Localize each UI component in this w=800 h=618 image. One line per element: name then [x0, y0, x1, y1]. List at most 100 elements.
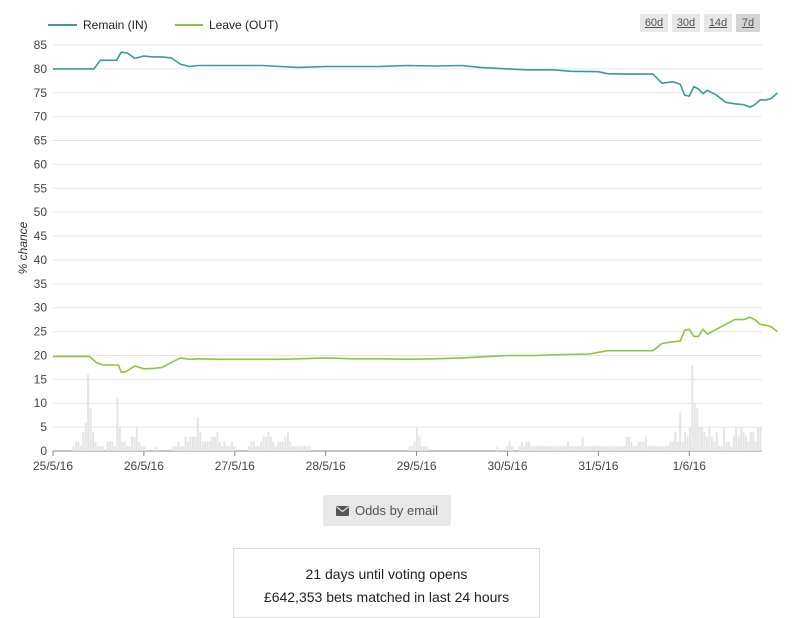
volume-bar	[593, 446, 596, 451]
volume-bar	[737, 436, 740, 451]
volume-bar	[413, 441, 416, 451]
volume-bar	[96, 446, 99, 451]
legend-label-leave: Leave (OUT)	[209, 18, 278, 32]
volume-bar	[291, 446, 294, 451]
volume-bar	[77, 441, 80, 451]
volume-bar	[547, 446, 550, 451]
volume-bar	[688, 427, 691, 451]
volume-bar	[257, 446, 260, 451]
volume-bar	[84, 422, 87, 451]
legend-label-remain: Remain (IN)	[83, 18, 148, 32]
volume-bar	[623, 446, 626, 451]
volume-bar	[294, 446, 297, 451]
volume-bar	[645, 436, 648, 451]
volume-bar	[679, 412, 682, 451]
volume-bar	[747, 441, 750, 451]
legend: Remain (IN) Leave (OUT)	[48, 18, 278, 32]
volume-bar	[223, 441, 226, 451]
volume-bar	[540, 446, 543, 451]
volume-bar	[272, 441, 275, 451]
legend-item-leave[interactable]: Leave (OUT)	[175, 18, 278, 32]
volume-bar	[299, 446, 302, 451]
y-tick-label-35: 35	[34, 277, 48, 291]
volume-bar	[126, 446, 129, 451]
volume-bar	[681, 441, 684, 451]
volume-bar	[143, 446, 146, 451]
grid-lines	[53, 44, 762, 452]
volume-bar	[742, 431, 745, 451]
volume-bar	[264, 436, 268, 451]
volume-bar	[189, 436, 192, 451]
x-tick-label-29/5/16: 29/5/16	[397, 459, 437, 473]
volume-bar	[260, 441, 263, 451]
range-button-14d[interactable]: 14d	[704, 14, 732, 32]
y-tick-label-85: 85	[34, 38, 48, 52]
volume-bar	[698, 427, 701, 451]
volume-bar	[506, 446, 509, 451]
x-tick-label-1/6/16: 1/6/16	[673, 459, 707, 473]
volume-bar	[89, 408, 92, 451]
volume-bar	[732, 436, 735, 451]
volume-bar	[610, 446, 613, 451]
volume-bar	[535, 446, 538, 451]
volume-bar	[542, 446, 545, 451]
y-tick-label-15: 15	[34, 372, 48, 386]
volume-bar	[155, 446, 158, 451]
volume-bar	[233, 446, 236, 451]
volume-bar	[213, 436, 216, 451]
volume-bar	[518, 446, 521, 451]
volume-bar	[598, 446, 601, 451]
range-button-30d[interactable]: 30d	[672, 14, 700, 32]
y-tick-label-70: 70	[34, 110, 48, 124]
volume-bar	[684, 431, 687, 451]
volume-bar	[172, 446, 175, 451]
volume-bar	[725, 441, 728, 451]
volume-bar	[252, 441, 255, 451]
volume-bar	[705, 436, 708, 451]
volume-bar	[627, 436, 631, 451]
envelope-icon	[335, 505, 349, 516]
volume-bar	[201, 441, 204, 451]
volume-bar	[640, 441, 643, 451]
volume-bar	[262, 436, 265, 451]
volume-bar	[140, 446, 143, 451]
volume-bar	[528, 441, 531, 451]
y-tick-label-50: 50	[34, 205, 48, 219]
volume-bar	[571, 446, 574, 451]
range-button-60d[interactable]: 60d	[640, 14, 668, 32]
volume-bar	[187, 441, 190, 451]
volume-bar	[196, 417, 199, 451]
y-axis: 0 5 10 15 20 25 30 35 40 45 50 55 60 65 70 75 80 85	[34, 38, 48, 458]
x-tick-label-25/5/16: 25/5/16	[33, 459, 73, 473]
volume-bar	[686, 436, 689, 451]
volume-bar	[277, 441, 280, 451]
odds-by-email-button[interactable]: Odds by email	[323, 495, 451, 526]
volume-bar	[221, 446, 224, 451]
volume-bar	[255, 446, 258, 451]
volume-bar	[416, 427, 419, 451]
volume-bar	[554, 446, 557, 451]
volume-bar	[511, 446, 514, 451]
volume-bar	[589, 446, 592, 451]
volume-bars	[72, 365, 762, 451]
volume-bar	[72, 446, 75, 451]
y-tick-label-45: 45	[34, 229, 48, 243]
volume-bar	[247, 446, 250, 451]
volume-bar	[523, 446, 526, 451]
volume-bar	[408, 446, 411, 451]
volume-bar	[749, 431, 752, 451]
volume-bar	[177, 441, 180, 451]
volume-bar	[109, 441, 112, 451]
volume-bar	[130, 436, 134, 451]
volume-bar	[576, 446, 579, 451]
volume-bar	[91, 431, 95, 451]
volume-bar	[666, 446, 670, 451]
range-button-7d[interactable]: 7d	[736, 14, 760, 32]
volume-bar	[423, 446, 426, 451]
volume-bar	[211, 436, 214, 451]
x-tick-label-27/5/16: 27/5/16	[215, 459, 255, 473]
info-box: 21 days until voting opens £642,353 bets…	[233, 548, 540, 618]
series-lines	[53, 51, 779, 373]
legend-item-remain[interactable]: Remain (IN)	[48, 18, 148, 32]
volume-bar	[199, 431, 202, 451]
